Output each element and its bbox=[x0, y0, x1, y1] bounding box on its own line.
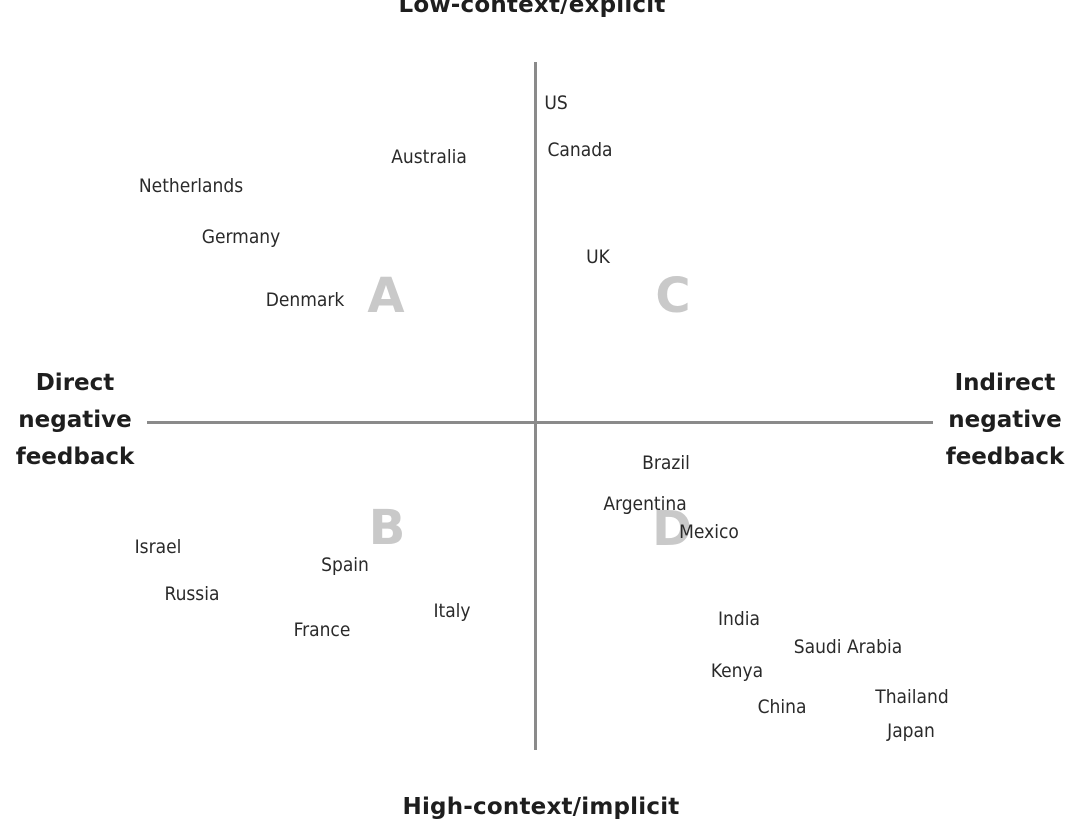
country-label-denmark: Denmark bbox=[265, 289, 345, 311]
left-axis-title: Direct negative feedback bbox=[0, 365, 150, 476]
right-axis-title: Indirect negative feedback bbox=[930, 365, 1080, 476]
quadrant-letter-d: D bbox=[652, 501, 692, 557]
right-axis-title-line-3: feedback bbox=[945, 444, 1065, 470]
left-axis-title-line-2: negative bbox=[18, 407, 132, 433]
top-axis-title: Low-context/explicit bbox=[398, 0, 666, 18]
country-label-spain: Spain bbox=[321, 554, 369, 576]
country-label-india: India bbox=[718, 608, 760, 630]
right-axis-title-line-2: negative bbox=[948, 407, 1062, 433]
country-label-uk: UK bbox=[586, 246, 610, 268]
left-axis-title-line-1: Direct bbox=[35, 370, 115, 396]
quadrant-letter-a: A bbox=[367, 268, 405, 324]
country-label-russia: Russia bbox=[164, 583, 220, 605]
vertical-axis-line bbox=[534, 62, 537, 750]
country-label-germany: Germany bbox=[201, 226, 281, 248]
country-label-us: US bbox=[544, 92, 568, 114]
country-label-canada: Canada bbox=[547, 139, 613, 161]
country-label-israel: Israel bbox=[134, 536, 182, 558]
country-label-saudi-arabia: Saudi Arabia bbox=[793, 636, 903, 658]
right-axis-title-line-1: Indirect bbox=[954, 370, 1056, 396]
country-label-brazil: Brazil bbox=[642, 452, 690, 474]
country-label-thailand: Thailand bbox=[875, 686, 949, 708]
country-label-kenya: Kenya bbox=[710, 660, 764, 682]
country-label-china: China bbox=[757, 696, 807, 718]
country-label-australia: Australia bbox=[391, 146, 467, 168]
quadrant-letter-c: C bbox=[655, 268, 691, 324]
left-axis-title-line-3: feedback bbox=[15, 444, 135, 470]
country-label-argentina: Argentina bbox=[603, 493, 687, 515]
quadrant-letter-b: B bbox=[368, 500, 406, 556]
country-label-italy: Italy bbox=[433, 600, 471, 622]
country-label-netherlands: Netherlands bbox=[138, 175, 244, 197]
country-label-france: France bbox=[293, 619, 351, 641]
horizontal-axis-line bbox=[147, 421, 933, 424]
country-label-mexico: Mexico bbox=[679, 521, 739, 543]
country-label-japan: Japan bbox=[887, 720, 935, 742]
bottom-axis-title: High-context/implicit bbox=[402, 794, 680, 820]
